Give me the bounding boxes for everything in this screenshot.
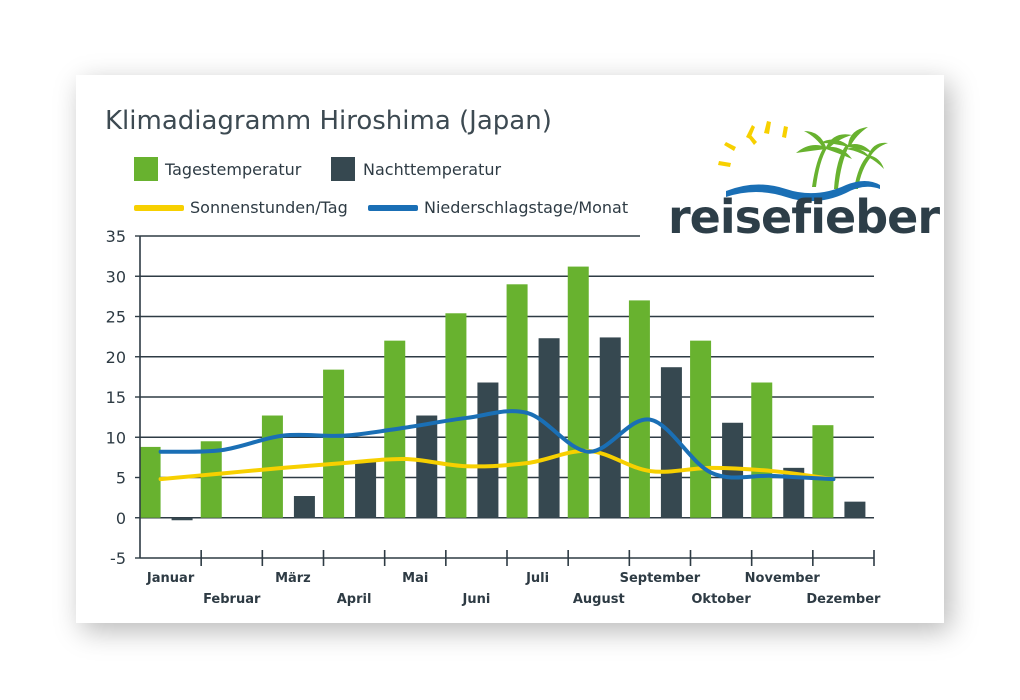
legend-label-sun: Sonnenstunden/Tag xyxy=(190,198,348,217)
y-tick-label: 35 xyxy=(106,227,126,246)
y-tick-label: 15 xyxy=(106,388,126,407)
bar-day xyxy=(690,340,712,518)
x-tick-label: Dezember xyxy=(806,592,881,607)
bar-night xyxy=(293,496,315,518)
x-tick-label: März xyxy=(275,571,311,586)
legend-swatch-night xyxy=(331,157,355,181)
chart-title: Klimadiagramm Hiroshima (Japan) xyxy=(105,106,552,136)
bar-day xyxy=(200,441,222,518)
bar-day xyxy=(323,369,345,518)
legend-swatch-day xyxy=(134,157,158,181)
x-tick-label: Mai xyxy=(402,571,428,586)
x-tick-label: Februar xyxy=(203,592,261,607)
legend-swatch-rain xyxy=(368,205,418,211)
bar-day xyxy=(445,313,467,518)
y-tick-label: 30 xyxy=(106,267,126,286)
legend-label-day: Tagestemperatur xyxy=(165,160,302,179)
x-tick-label: August xyxy=(573,592,625,607)
bar-night xyxy=(660,367,682,518)
legend-label-rain: Niederschlagstage/Monat xyxy=(424,198,629,217)
line-rain xyxy=(158,409,836,482)
x-tick-label: Juli xyxy=(525,571,549,586)
y-tick-label: 20 xyxy=(106,348,126,367)
bar-night xyxy=(416,415,438,518)
legend-swatch-sun xyxy=(134,205,184,211)
x-tick-label: April xyxy=(337,592,372,607)
bar-night xyxy=(599,337,621,518)
bar-day xyxy=(567,266,589,518)
y-tick-label: 5 xyxy=(116,469,126,488)
bar-day xyxy=(139,446,161,518)
bar-night xyxy=(783,467,805,518)
bar-day xyxy=(812,425,834,518)
bar-night xyxy=(477,382,499,518)
x-tick-label: November xyxy=(745,571,821,586)
bar-day xyxy=(628,300,650,518)
bar-day xyxy=(261,415,283,518)
bar-night xyxy=(844,501,866,518)
bar-night xyxy=(355,461,377,518)
x-tick-label: Oktober xyxy=(691,592,751,607)
y-tick-label: 10 xyxy=(106,428,126,447)
legend-label-night: Nachttemperatur xyxy=(363,160,502,179)
y-tick-label: 25 xyxy=(106,308,126,327)
bar-day xyxy=(751,382,773,518)
bar-night xyxy=(171,517,193,521)
y-tick-label: 0 xyxy=(116,509,126,528)
x-tick-label: Juni xyxy=(462,592,491,607)
x-tick-label: Januar xyxy=(146,571,195,586)
x-tick-label: September xyxy=(620,571,701,586)
line-sun xyxy=(158,448,836,482)
y-tick-label: -5 xyxy=(110,549,126,568)
logo-wordmark: reisefieber xyxy=(668,190,940,244)
sun-palm-logo-icon xyxy=(718,121,888,202)
bar-day xyxy=(506,284,528,518)
